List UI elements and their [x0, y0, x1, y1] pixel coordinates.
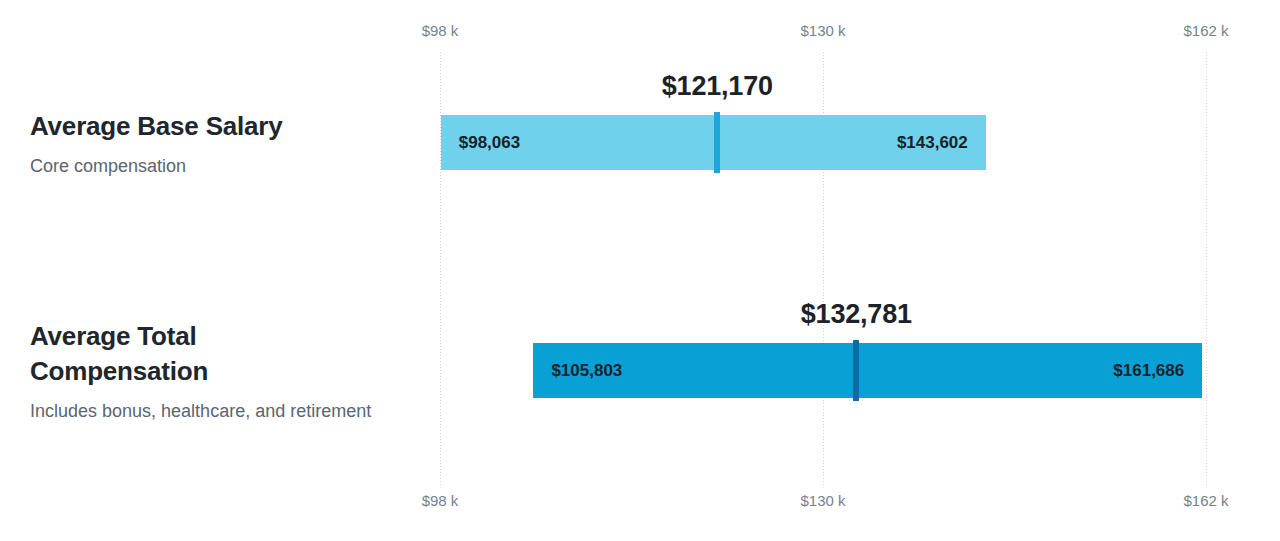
row-subtitle-total-compensation: Includes bonus, healthcare, and retireme… [30, 400, 425, 422]
range-max-label-base-salary: $143,602 [897, 133, 968, 153]
range-bar-base-salary: $98,063 $143,602 [441, 115, 986, 170]
top-axis: $98 k $130 k $162 k [440, 21, 1206, 41]
row-title-base-salary: Average Base Salary [30, 109, 330, 144]
bottom-axis: $98 k $130 k $162 k [440, 491, 1206, 511]
row-label-average-base-salary: Average Base Salary Core compensation [30, 109, 425, 177]
top-tick-98k: $98 k [422, 21, 459, 41]
bottom-tick-98k: $98 k [422, 491, 459, 511]
bar-row-total-compensation: $132,781 $105,803 $161,686 [440, 343, 1206, 398]
bottom-tick-130k: $130 k [800, 491, 845, 511]
average-value-label-total-compensation: $132,781 [801, 298, 912, 330]
row-subtitle-base-salary: Core compensation [30, 155, 425, 177]
average-value-label-base-salary: $121,170 [662, 70, 773, 102]
bar-row-base-salary: $121,170 $98,063 $143,602 [440, 115, 1206, 170]
top-tick-130k: $130 k [800, 21, 845, 41]
range-max-label-total-compensation: $161,686 [1113, 361, 1184, 381]
plot-area: $98 k $130 k $162 k $98 k $130 k $162 k … [440, 52, 1206, 485]
row-title-total-compensation: Average Total Compensation [30, 319, 330, 389]
average-marker-base-salary [714, 112, 720, 173]
salary-comparison-chart: Average Base Salary Core compensation Av… [0, 0, 1280, 541]
bottom-tick-162k: $162 k [1183, 491, 1228, 511]
range-bar-total-compensation: $105,803 $161,686 [533, 343, 1202, 398]
top-tick-162k: $162 k [1183, 21, 1228, 41]
average-marker-total-compensation [853, 340, 859, 401]
range-min-label-base-salary: $98,063 [459, 133, 520, 153]
range-min-label-total-compensation: $105,803 [551, 361, 622, 381]
row-label-average-total-compensation: Average Total Compensation Includes bonu… [30, 319, 425, 422]
